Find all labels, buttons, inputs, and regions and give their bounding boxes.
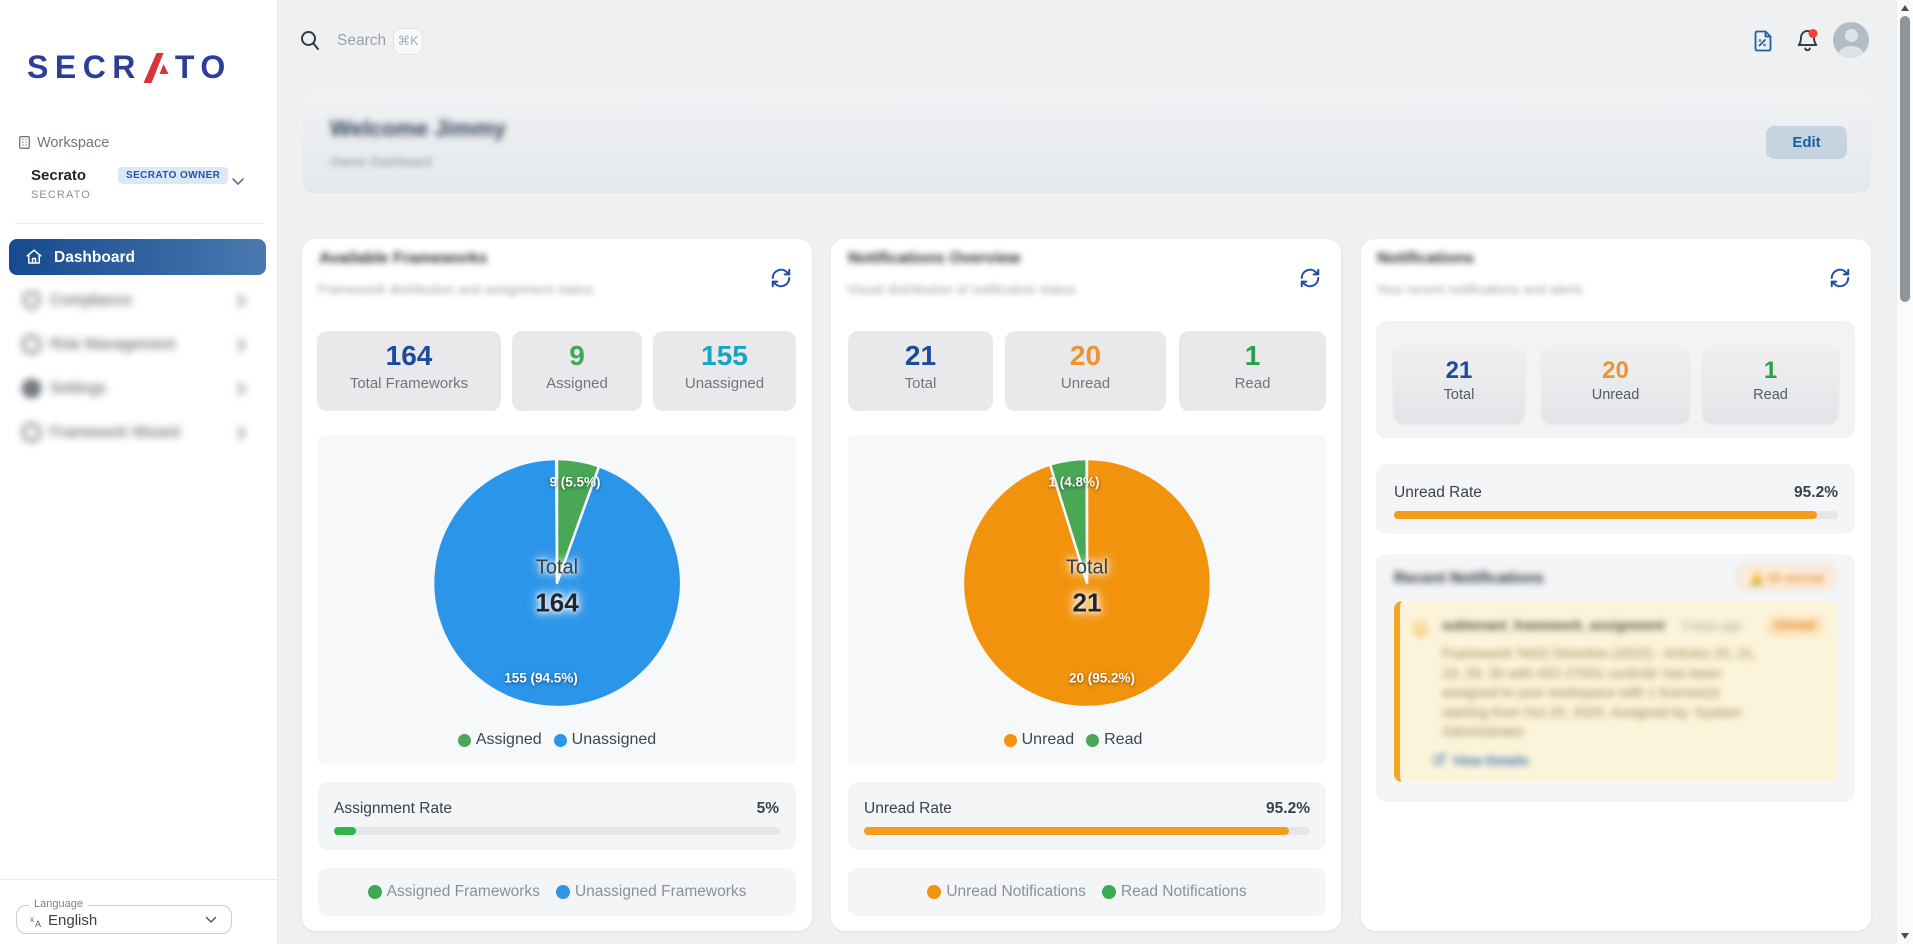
svg-text:A: A [35,919,41,928]
svg-text:x: x [30,915,34,924]
